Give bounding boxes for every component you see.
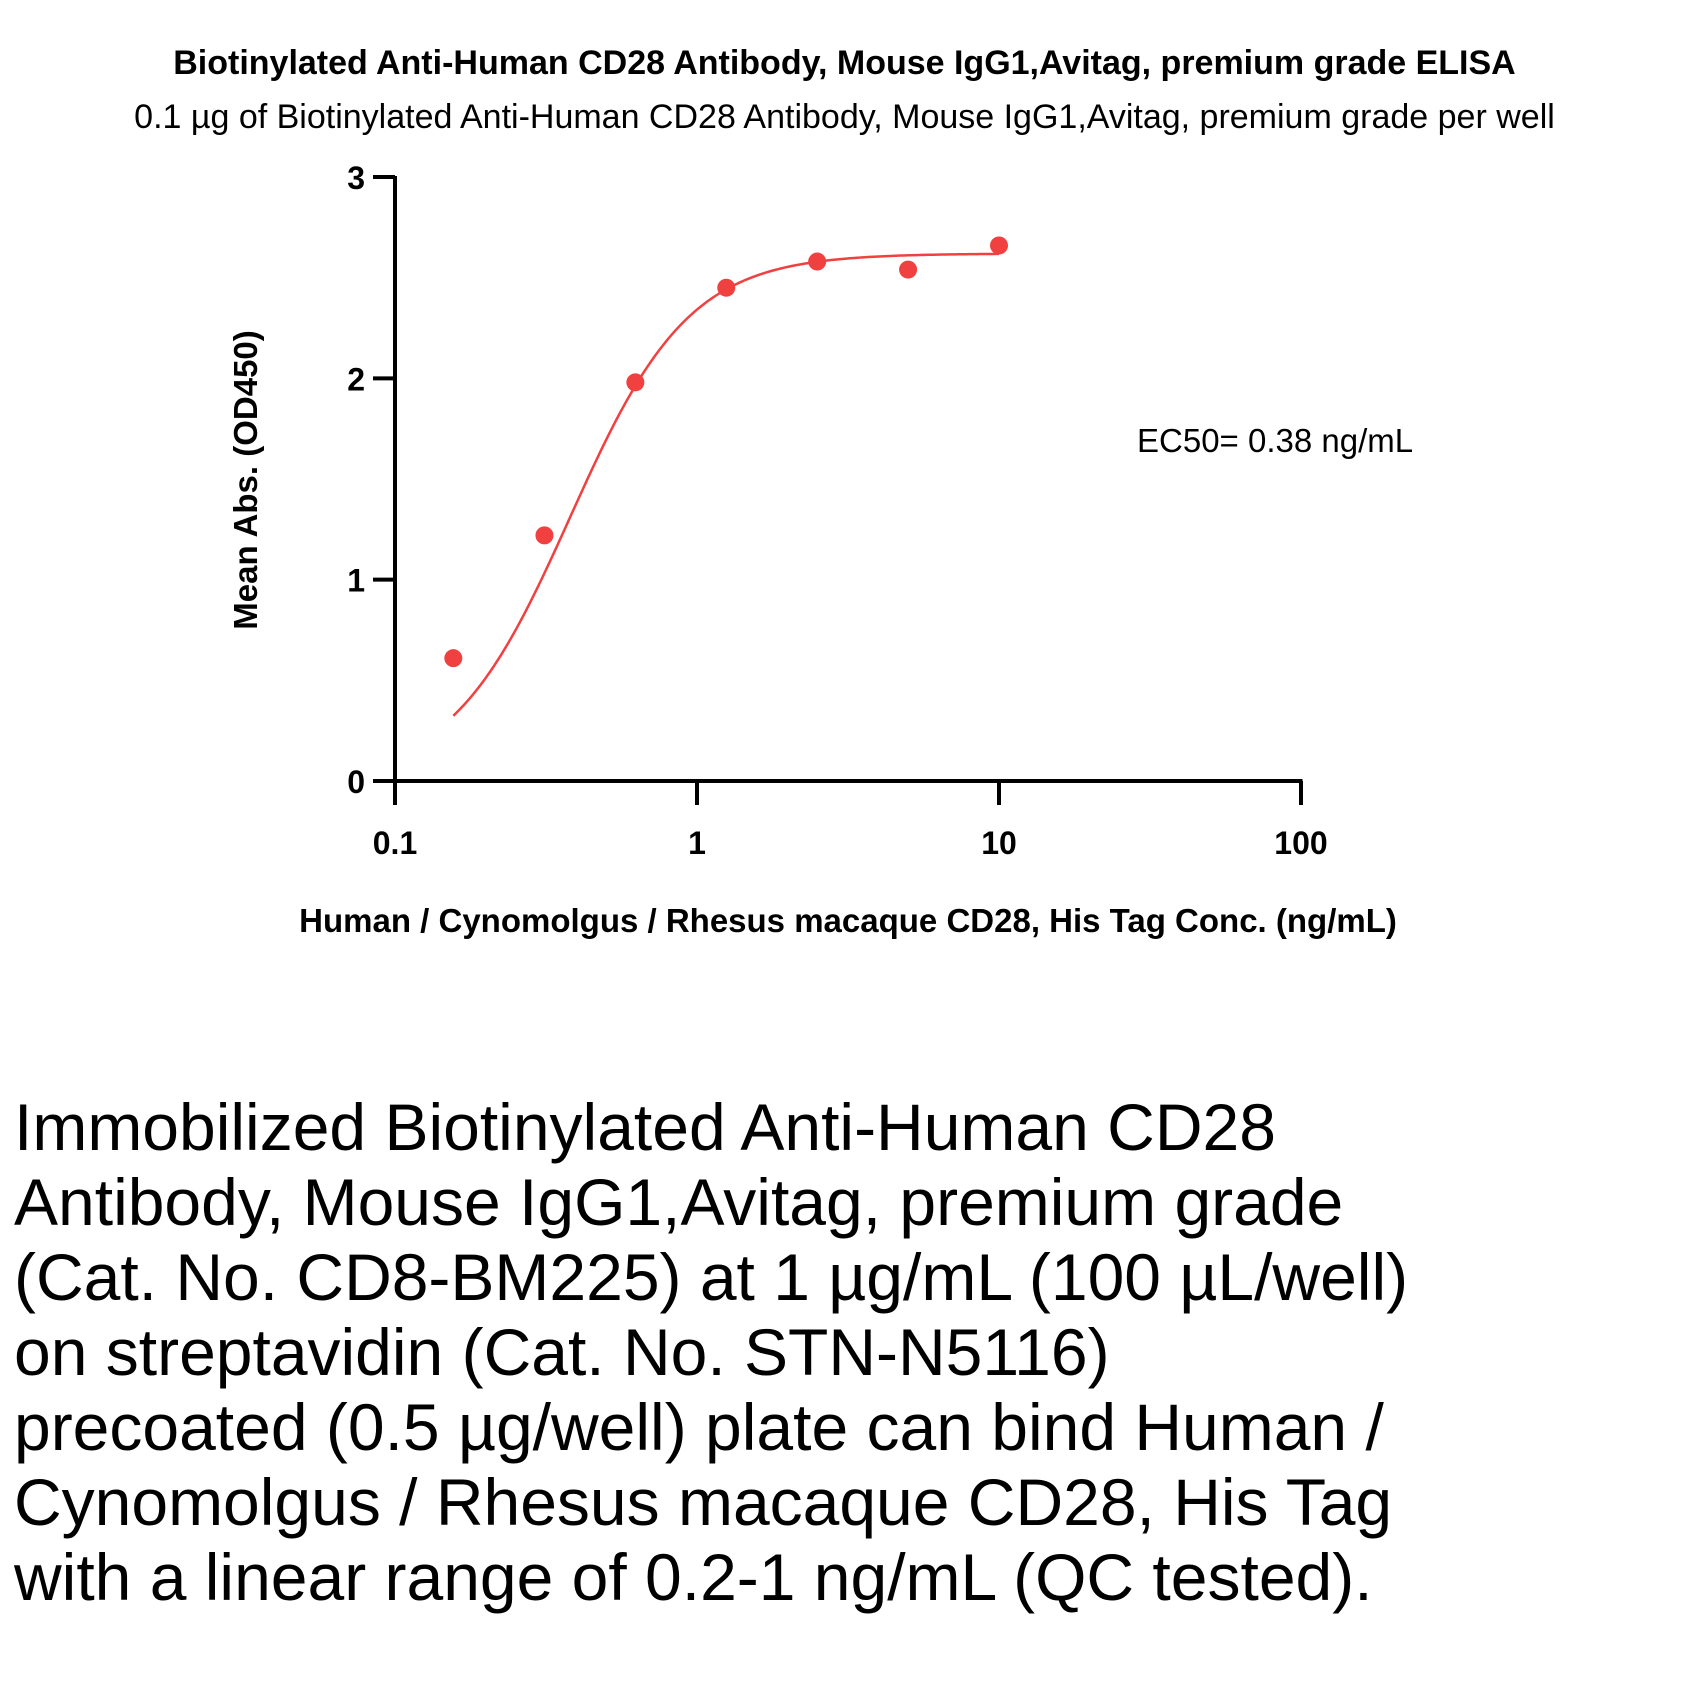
y-tick-label: 0 [347, 764, 365, 800]
data-point [717, 278, 736, 297]
chart-axes: 0 1 2 3 0.1 1 10 100 [347, 160, 1327, 861]
data-point [626, 373, 645, 392]
figure-caption: Immobilized Biotinylated Anti-Human CD28… [14, 1090, 1409, 1614]
x-tick-label: 1 [688, 825, 706, 861]
y-tick-label: 2 [347, 361, 365, 397]
data-point [535, 526, 554, 545]
data-point [444, 649, 463, 668]
data-point [808, 252, 827, 271]
y-tick-label: 3 [347, 160, 365, 196]
y-axis-label: Mean Abs. (OD450) [227, 330, 264, 630]
x-tick-label: 10 [981, 825, 1017, 861]
ec50-annotation: EC50= 0.38 ng/mL [1137, 422, 1414, 459]
data-points [444, 236, 1008, 668]
chart-title: Biotinylated Anti-Human CD28 Antibody, M… [173, 44, 1516, 82]
data-point [899, 260, 918, 279]
x-tick-label: 100 [1274, 825, 1327, 861]
x-tick-label: 0.1 [373, 825, 417, 861]
elisa-chart: 0 1 2 3 0.1 1 10 100 Mean Abs. (OD450) Human / … [227, 160, 1397, 939]
x-axis-label: Human / Cynomolgus / Rhesus macaque CD28… [299, 902, 1397, 939]
fit-curve [452, 252, 1000, 717]
data-point [990, 236, 1008, 255]
y-tick-label: 1 [347, 563, 365, 599]
chart-subtitle: 0.1 µg of Biotinylated Anti-Human CD28 A… [134, 98, 1555, 136]
